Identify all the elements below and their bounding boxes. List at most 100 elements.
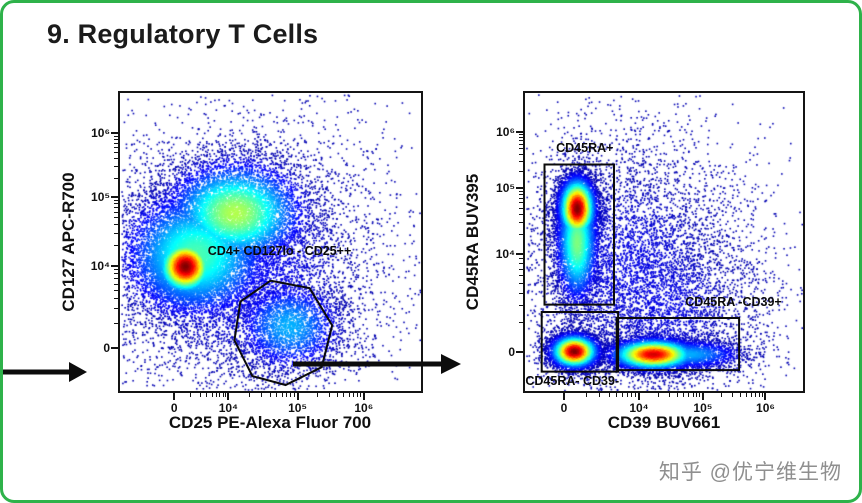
x-tick-label: 10⁵ — [288, 401, 308, 415]
watermark-zhihu: 知乎 @优宁维生物 — [658, 461, 842, 484]
x-minor-tick — [615, 391, 617, 397]
y-tick — [111, 264, 120, 267]
y-tick-label: 10⁶ — [496, 124, 515, 139]
y-minor-tick — [519, 140, 525, 141]
x-tick-label: 10⁶ — [354, 401, 374, 415]
y-minor-tick — [519, 257, 525, 259]
x-minor-tick — [348, 391, 350, 397]
y-minor-tick — [114, 203, 120, 205]
y-minor-tick — [114, 177, 120, 179]
x-tick-label: 10⁶ — [756, 401, 775, 415]
gate-to-plot-arrow-icon — [293, 354, 461, 374]
input-arrow-icon — [3, 362, 87, 382]
x-minor-tick — [206, 391, 208, 397]
y-minor-tick — [519, 304, 525, 306]
y-minor-tick — [519, 143, 525, 145]
x-tick-label: 0 — [560, 401, 568, 415]
gate-label-cd45ra-neg-cd39-pos: CD45RA -CD39+ — [685, 294, 782, 309]
x-minor-tick — [356, 391, 358, 397]
x-minor-tick — [248, 391, 250, 397]
y-minor-tick — [114, 273, 120, 275]
gate-cd45ra-neg-cd39-pos — [615, 317, 741, 372]
x-minor-tick — [222, 391, 224, 397]
gate-label-cd45ra-pos: CD45RA+ — [556, 141, 614, 156]
y-tick — [516, 351, 525, 354]
x-minor-tick — [219, 391, 221, 397]
x-tick — [562, 391, 565, 400]
x-tick-label: 10⁵ — [693, 401, 713, 415]
y-tick — [111, 132, 120, 135]
x-minor-tick — [215, 391, 217, 397]
y-minor-tick — [519, 268, 525, 270]
y-minor-tick — [519, 207, 525, 209]
y-minor-tick — [114, 142, 120, 144]
x-tick-label: 10⁴ — [218, 401, 238, 415]
x-minor-tick — [211, 391, 213, 397]
x-minor-tick — [225, 391, 227, 397]
x-minor-tick — [740, 391, 742, 397]
y-minor-tick — [519, 292, 525, 294]
y-minor-tick — [114, 199, 120, 201]
x-minor-tick — [317, 391, 319, 397]
y-minor-tick — [519, 133, 525, 135]
x-minor-tick — [631, 391, 633, 397]
y-minor-tick — [114, 207, 120, 209]
x-minor-tick — [732, 391, 734, 397]
y-minor-tick — [519, 170, 525, 172]
y-minor-tick — [114, 297, 120, 299]
x-axis-label-cd39: CD39 BUV661 — [607, 413, 721, 432]
x-minor-tick — [286, 391, 288, 397]
gate-cd4-cd127lo-cd25pp — [233, 279, 334, 387]
y-minor-tick — [114, 283, 120, 285]
x-minor-tick — [599, 391, 601, 397]
x-minor-tick — [353, 391, 355, 397]
gate-overlay — [233, 279, 334, 387]
x-tick — [764, 391, 767, 400]
x-minor-tick — [688, 391, 690, 397]
plot-cd39-vs-cd45ra: CD45RA+ CD45RA- CD39- CD45RA -CD39+ 0 10⁴ 10⁵… — [496, 91, 805, 414]
y-minor-tick — [114, 158, 120, 160]
y-tick-label: 0 — [103, 340, 110, 355]
x-minor-tick — [762, 391, 764, 397]
density-canvas — [525, 93, 803, 391]
y-minor-tick — [114, 322, 120, 324]
y-minor-tick — [114, 290, 120, 291]
x-minor-tick — [683, 391, 685, 397]
y-minor-tick — [519, 262, 525, 264]
y-axis-label-cd45ra: CD45RA BUV395 — [463, 173, 482, 311]
y-tick-label: 10⁴ — [495, 246, 515, 261]
y-minor-tick — [519, 222, 525, 224]
x-minor-tick — [692, 391, 694, 397]
y-tick-label: 0 — [508, 345, 515, 360]
y-tick — [516, 252, 525, 255]
y-minor-tick — [519, 194, 525, 196]
gate-label-cd45ra-neg-cd39-neg: CD45RA- CD39- — [525, 373, 620, 388]
x-minor-tick — [199, 391, 201, 397]
y-minor-tick — [114, 217, 120, 219]
x-minor-tick — [751, 391, 753, 397]
x-minor-tick — [635, 391, 637, 397]
x-minor-tick — [621, 391, 623, 397]
y-minor-tick — [114, 212, 120, 213]
x-minor-tick — [626, 391, 628, 397]
y-minor-tick — [114, 278, 120, 280]
density-canvas — [120, 93, 421, 391]
y-minor-tick — [114, 135, 120, 137]
x-minor-tick — [668, 391, 670, 397]
x-minor-tick — [755, 391, 757, 397]
y-minor-tick — [519, 148, 525, 150]
y-tick-label: 10⁵ — [91, 190, 110, 205]
x-tick — [296, 391, 299, 400]
y-minor-tick — [519, 153, 525, 155]
gate-label-cd4-cd127lo-cd25pp: CD4+ CD127lo - CD25++ — [207, 243, 352, 258]
x-minor-tick — [657, 391, 659, 397]
x-minor-tick — [746, 391, 748, 397]
x-minor-tick — [260, 391, 262, 397]
y-minor-tick — [114, 224, 120, 226]
y-minor-tick — [114, 138, 120, 140]
y-tick-label: 10⁴ — [90, 258, 110, 273]
y-minor-tick — [114, 232, 120, 234]
x-minor-tick — [676, 391, 678, 397]
x-minor-tick — [343, 391, 345, 397]
